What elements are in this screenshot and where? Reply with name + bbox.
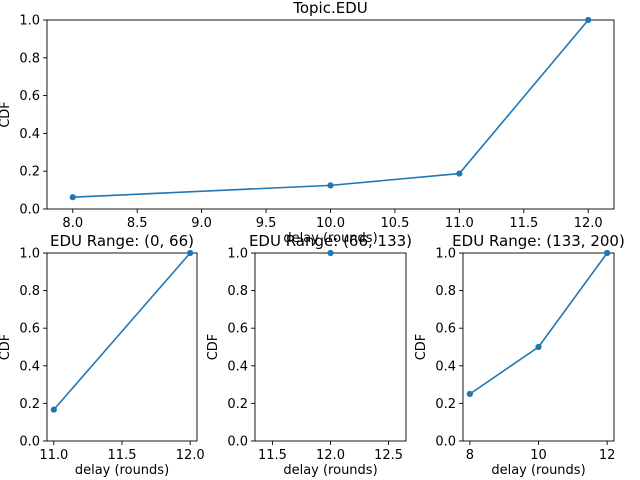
- x-tick-label: 10.5: [380, 216, 409, 231]
- x-tick-label: 11.0: [39, 448, 68, 463]
- x-tick-label: 10.0: [316, 216, 345, 231]
- data-point: [327, 249, 334, 257]
- x-tick-label: 11.0: [445, 216, 474, 231]
- data-point: [585, 16, 592, 24]
- y-axis-label: CDF: [414, 334, 429, 361]
- axes-frame: [254, 252, 407, 442]
- x-axis-label: delay (rounds): [75, 463, 169, 478]
- y-tick-label: 0.4: [227, 359, 248, 374]
- data-point: [535, 343, 542, 351]
- x-tick-label: 10: [530, 448, 547, 463]
- data-point: [604, 249, 611, 257]
- data-point: [187, 249, 194, 257]
- y-tick-label: 0.8: [227, 284, 248, 299]
- series-line: [72, 19, 589, 198]
- y-tick-label: 0.4: [19, 359, 40, 374]
- y-tick-label: 0.4: [19, 127, 40, 142]
- y-tick-label: 1.0: [435, 247, 456, 262]
- chart-title: EDU Range: (66, 133): [249, 232, 412, 250]
- y-tick-label: 1.0: [19, 14, 40, 29]
- y-tick-label: 0.8: [19, 284, 40, 299]
- chart-panel-4: 8 10 12 0.0 0.2 0.4 0.6 0.8 1.0 delay (rounds) CDF…: [414, 232, 625, 478]
- x-tick-label: 9.0: [191, 216, 212, 231]
- y-axis-label: CDF: [0, 101, 13, 128]
- y-tick-label: 0.6: [19, 89, 40, 104]
- series-line: [469, 252, 608, 395]
- data-point: [327, 182, 334, 189]
- x-axis-label: delay (rounds): [491, 463, 585, 478]
- y-tick-label: 0.6: [227, 322, 248, 337]
- chart-panel-1: 8.0 8.5 9.0 9.5 10.0 10.5 11.0 11.5 12.0 0.0 0.2 0.…: [0, 0, 615, 246]
- x-axis-label: delay (rounds): [283, 463, 377, 478]
- y-tick-label: 1.0: [227, 247, 248, 262]
- y-axis-label: CDF: [0, 334, 13, 361]
- axes-frame: [46, 19, 615, 210]
- x-tick-label: 9.5: [256, 216, 277, 231]
- series-line: [53, 252, 191, 411]
- x-tick-label: 12.5: [374, 448, 403, 463]
- y-tick-label: 0.4: [435, 359, 456, 374]
- x-tick-label: 12: [599, 448, 616, 463]
- y-tick-label: 0.2: [435, 397, 456, 412]
- data-point: [466, 390, 473, 398]
- y-tick-label: 0.8: [435, 284, 456, 299]
- chart-panel-2: 11.0 11.5 12.0 0.0 0.2 0.4 0.6 0.8 1.0 delay (rou…: [0, 232, 205, 478]
- y-tick-label: 0.0: [227, 435, 248, 450]
- y-tick-label: 0.2: [19, 165, 40, 180]
- y-tick-label: 0.0: [19, 203, 40, 218]
- x-tick-label: 8.5: [127, 216, 148, 231]
- y-tick-label: 0.8: [19, 51, 40, 66]
- y-tick-label: 0.0: [19, 435, 40, 450]
- data-point: [50, 406, 57, 413]
- data-point: [456, 170, 463, 177]
- chart-title: EDU Range: (0, 66): [50, 232, 194, 250]
- x-tick-label: 8: [466, 448, 474, 463]
- x-tick-label: 12.0: [176, 448, 205, 463]
- y-tick-label: 0.6: [19, 322, 40, 337]
- x-axis-label: delay (rounds): [283, 231, 377, 246]
- chart-panel-3: 11.5 12.0 12.5 0.0 0.2 0.4 0.6 0.8 1.0 delay (rou…: [206, 232, 412, 478]
- x-tick-label: 12.0: [574, 216, 603, 231]
- y-tick-label: 1.0: [19, 247, 40, 262]
- x-tick-label: 11.5: [509, 216, 538, 231]
- y-tick-label: 0.6: [435, 322, 456, 337]
- x-tick-label: 12.0: [316, 448, 345, 463]
- y-tick-label: 0.2: [19, 397, 40, 412]
- chart-title: Topic.EDU: [292, 0, 368, 17]
- chart-title: EDU Range: (133, 200): [452, 232, 625, 250]
- y-axis-label: CDF: [206, 334, 221, 361]
- x-tick-label: 8.0: [62, 216, 83, 231]
- y-tick-label: 0.0: [435, 435, 456, 450]
- axes-frame: [46, 252, 198, 442]
- x-tick-label: 11.5: [258, 448, 287, 463]
- y-tick-label: 0.2: [227, 397, 248, 412]
- data-point: [69, 194, 76, 201]
- x-tick-label: 11.5: [108, 448, 137, 463]
